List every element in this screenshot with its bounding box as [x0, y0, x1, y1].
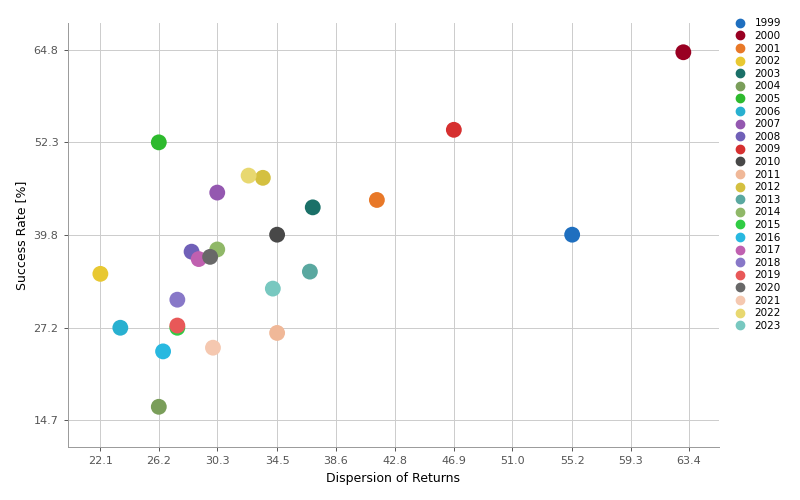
Point [153, 403, 166, 411]
Point [270, 230, 283, 238]
Point [185, 248, 198, 256]
Point [566, 230, 578, 238]
Point [677, 48, 690, 56]
Point [266, 284, 279, 292]
Point [153, 138, 166, 146]
Point [270, 329, 283, 337]
Point [211, 188, 224, 196]
Legend: 1999, 2000, 2001, 2002, 2003, 2004, 2005, 2006, 2007, 2008, 2009, 2010, 2011, 20: 1999, 2000, 2001, 2002, 2003, 2004, 2005… [726, 14, 786, 335]
Point [94, 270, 106, 278]
Y-axis label: Success Rate [%]: Success Rate [%] [15, 180, 28, 290]
Point [171, 296, 184, 304]
X-axis label: Dispersion of Returns: Dispersion of Returns [326, 472, 460, 485]
Point [157, 348, 170, 356]
Point [370, 196, 383, 204]
Point [211, 246, 224, 254]
Point [192, 255, 205, 263]
Point [114, 324, 126, 332]
Point [171, 322, 184, 330]
Point [303, 268, 316, 276]
Point [257, 174, 270, 182]
Point [447, 126, 460, 134]
Point [206, 344, 219, 351]
Point [171, 324, 184, 332]
Point [204, 253, 217, 261]
Point [242, 172, 255, 179]
Point [306, 204, 319, 212]
